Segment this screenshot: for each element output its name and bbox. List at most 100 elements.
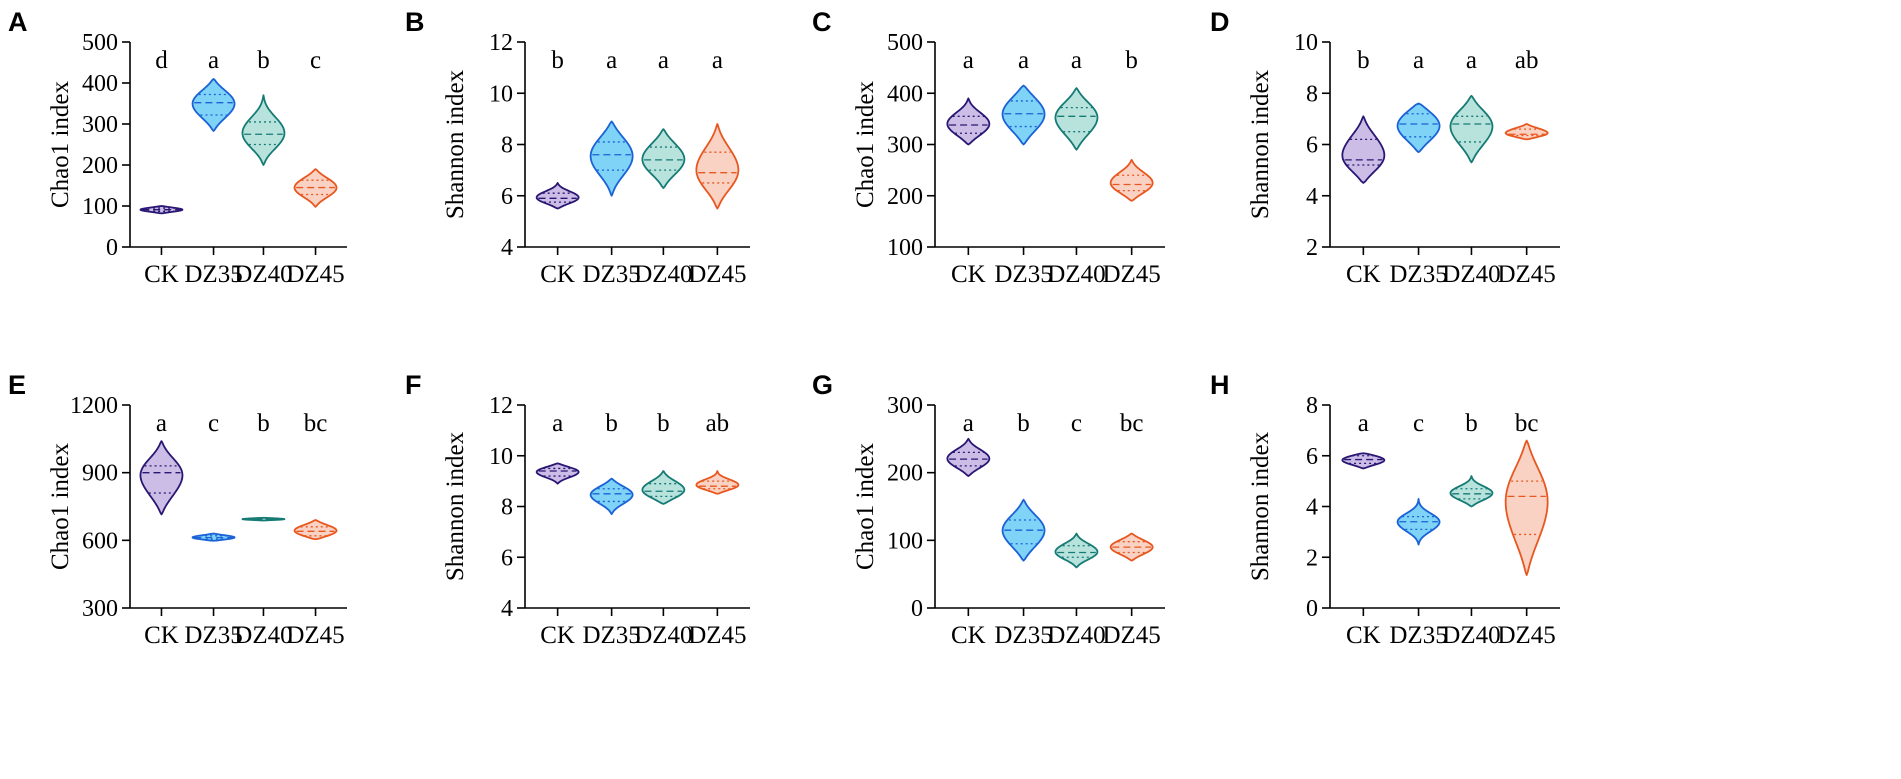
violin-ck	[946, 97, 991, 146]
y-tick-label: 6	[501, 545, 513, 571]
panel-letter: G	[812, 370, 833, 400]
significance-label: b	[1357, 47, 1370, 74]
y-tick-label: 10	[1294, 30, 1318, 56]
x-category-label: DZ40	[634, 622, 692, 649]
significance-label: a	[1358, 410, 1369, 437]
y-tick-label: 6	[501, 184, 513, 210]
y-tick-label: 2	[1306, 545, 1318, 571]
y-tick-label: 100	[82, 194, 118, 220]
significance-label: a	[208, 47, 219, 74]
panel-letter: D	[1210, 7, 1230, 37]
panel-a: A Chao1 index 0 100 200 300 400 500 CK d DZ35 a DZ40…	[8, 7, 347, 288]
significance-label: c	[1071, 410, 1082, 437]
y-tick-label: 0	[1306, 596, 1318, 622]
y-tick-label: 8	[1306, 81, 1318, 107]
violin-dz40	[1054, 532, 1099, 569]
violin-dz40	[641, 470, 686, 505]
panel-letter: H	[1210, 370, 1230, 400]
x-category-label: CK	[951, 622, 986, 649]
x-category-label: CK	[144, 622, 179, 649]
panel-letter: F	[405, 370, 422, 400]
x-category-label: DZ35	[184, 622, 242, 649]
violin-ck	[535, 462, 580, 485]
x-category-label: DZ35	[582, 261, 640, 288]
y-tick-label: 600	[82, 528, 118, 554]
y-axis-title: Shannon index	[1247, 69, 1274, 219]
y-tick-label: 100	[887, 235, 923, 261]
significance-label: a	[1466, 47, 1477, 74]
violin-dz35	[1396, 497, 1441, 546]
panel-letter: B	[405, 7, 425, 37]
y-tick-label: 1200	[70, 393, 118, 419]
violin-dz45	[695, 123, 740, 210]
y-axis-title: Chao1 index	[852, 80, 879, 208]
x-category-label: CK	[1346, 622, 1381, 649]
significance-label: c	[310, 47, 321, 74]
y-tick-label: 400	[887, 81, 923, 107]
significance-label: b	[605, 410, 618, 437]
violin-dz45	[1504, 439, 1549, 576]
y-tick-label: 500	[82, 30, 118, 56]
violin-dz40	[1054, 87, 1099, 151]
y-tick-label: 300	[82, 112, 118, 138]
significance-label: bc	[1120, 410, 1144, 437]
violin-dz45	[1109, 158, 1154, 202]
x-category-label: DZ35	[184, 261, 242, 288]
x-category-label: DZ40	[1047, 261, 1105, 288]
x-category-label: DZ45	[286, 261, 344, 288]
significance-label: a	[156, 410, 167, 437]
x-category-label: CK	[951, 261, 986, 288]
violin-ck	[139, 440, 184, 516]
panel-f: F Shannon index 4 6 8 10 12 CK a DZ35 b DZ40 b DZ45 ab	[405, 370, 750, 649]
significance-label: b	[657, 410, 670, 437]
x-category-label: CK	[540, 622, 575, 649]
x-category-label: DZ45	[1497, 622, 1555, 649]
y-tick-label: 6	[1306, 133, 1318, 159]
violin-ck	[1341, 115, 1386, 184]
x-category-label: DZ40	[1442, 261, 1500, 288]
significance-label: ab	[1515, 47, 1539, 74]
y-tick-label: 8	[501, 133, 513, 159]
significance-label: b	[1125, 47, 1138, 74]
y-tick-label: 300	[82, 596, 118, 622]
panel-d: D Shannon index 2 4 6 8 10 CK b DZ35 a DZ40 a DZ45 ab	[1210, 7, 1560, 288]
significance-label: a	[712, 47, 723, 74]
x-category-label: DZ45	[1102, 622, 1160, 649]
y-tick-label: 900	[82, 461, 118, 487]
panel-e: E Chao1 index 300 600 900 1200 CK a DZ35 c DZ40 b DZ…	[8, 370, 347, 649]
x-category-label: DZ35	[582, 622, 640, 649]
violin-dz35	[1001, 498, 1046, 562]
y-tick-label: 2	[1306, 235, 1318, 261]
x-category-label: CK	[144, 261, 179, 288]
violin-dz45	[1109, 532, 1154, 562]
significance-label: d	[155, 47, 168, 74]
x-category-label: CK	[1346, 261, 1381, 288]
violin-dz35	[191, 78, 236, 132]
y-axis-title: Chao1 index	[47, 442, 74, 570]
significance-label: c	[208, 410, 219, 437]
violin-dz35	[1396, 102, 1441, 154]
panel-h: H Shannon index 0 2 4 6 8 CK a DZ35 c DZ40 b DZ45 bc	[1210, 370, 1560, 649]
significance-label: a	[1018, 47, 1029, 74]
x-category-label: CK	[540, 261, 575, 288]
panel-g: G Chao1 index 0 100 200 300 CK a DZ35 b DZ40 c DZ45 b…	[812, 370, 1165, 649]
significance-label: b	[551, 47, 564, 74]
y-axis-title: Shannon index	[442, 431, 469, 581]
y-tick-label: 200	[887, 184, 923, 210]
y-tick-label: 8	[501, 495, 513, 521]
y-tick-label: 6	[1306, 444, 1318, 470]
significance-label: a	[552, 410, 563, 437]
panel-letter: C	[812, 7, 832, 37]
x-category-label: DZ45	[286, 622, 344, 649]
violin-dz45	[293, 168, 338, 208]
significance-label: b	[1465, 410, 1478, 437]
panel-c: C Chao1 index 100 200 300 400 500 CK a DZ35 a DZ40 a…	[812, 7, 1165, 288]
x-category-label: DZ35	[994, 622, 1052, 649]
y-tick-label: 4	[501, 596, 513, 622]
y-tick-label: 4	[1306, 184, 1318, 210]
significance-label: c	[1413, 410, 1424, 437]
y-tick-label: 0	[911, 596, 923, 622]
y-tick-label: 500	[887, 30, 923, 56]
significance-label: ab	[706, 410, 730, 437]
